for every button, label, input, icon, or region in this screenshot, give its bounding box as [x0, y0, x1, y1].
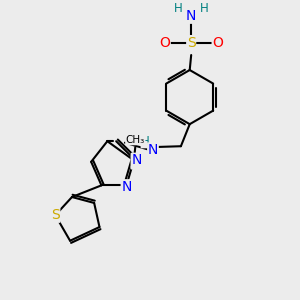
Text: S: S — [51, 208, 60, 222]
Text: H: H — [141, 135, 150, 148]
Text: N: N — [186, 9, 196, 23]
Text: N: N — [121, 180, 132, 194]
Text: H: H — [174, 2, 182, 15]
Text: CH₃: CH₃ — [126, 135, 145, 145]
Text: N: N — [132, 153, 142, 167]
Text: H: H — [200, 2, 209, 15]
Text: O: O — [159, 36, 170, 50]
Text: O: O — [212, 36, 223, 50]
Text: S: S — [187, 36, 196, 50]
Text: O: O — [131, 155, 142, 169]
Text: N: N — [148, 143, 158, 157]
